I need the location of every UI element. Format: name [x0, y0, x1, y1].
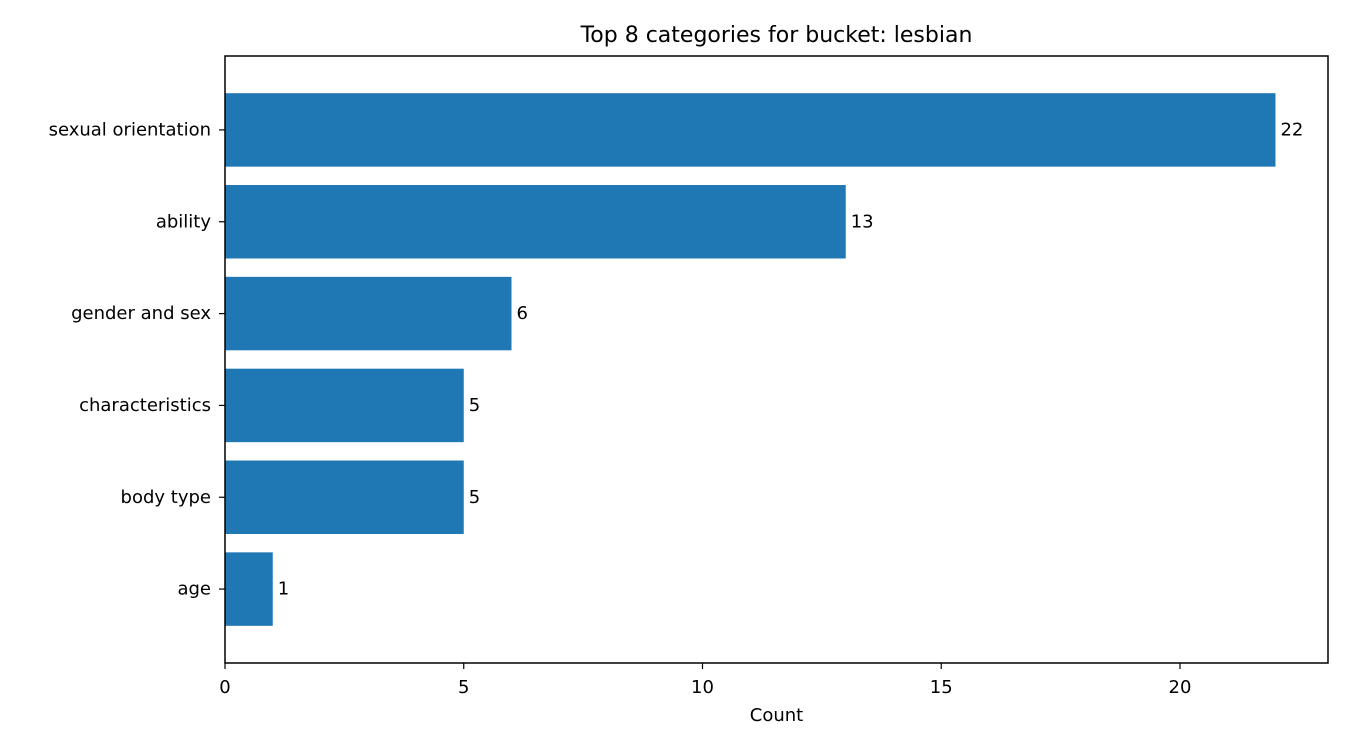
y-tick-label: body type	[121, 487, 211, 508]
chart-title: Top 8 categories for bucket: lesbian	[580, 23, 973, 48]
bar	[225, 185, 846, 259]
x-axis-label: Count	[750, 705, 803, 726]
data-label: 13	[851, 211, 874, 232]
bar	[225, 276, 512, 351]
x-axis: 0 5 10 15 20	[219, 663, 1191, 698]
x-tick-label: 10	[691, 677, 714, 698]
y-tick-label: age	[177, 579, 211, 600]
data-label: 5	[469, 395, 480, 416]
data-label: 1	[278, 579, 289, 600]
bar	[225, 460, 464, 534]
bars-layer: 22 13 6 5 5 1	[225, 93, 1303, 626]
bar	[225, 93, 1276, 167]
data-label: 5	[469, 487, 480, 508]
y-tick-label: ability	[156, 211, 212, 232]
y-tick-label: sexual orientation	[49, 119, 211, 140]
data-label: 22	[1280, 119, 1303, 140]
x-tick-label: 15	[930, 677, 953, 698]
data-label: 6	[516, 303, 527, 324]
y-tick-label: characteristics	[79, 395, 211, 416]
plot-frame	[224, 55, 1329, 664]
x-tick-label: 5	[458, 677, 469, 698]
y-tick-label: gender and sex	[71, 303, 211, 324]
y-axis: sexual orientation ability gender and sex c…	[49, 119, 225, 600]
bar	[225, 552, 273, 626]
x-tick-label: 20	[1169, 677, 1192, 698]
x-tick-label: 0	[219, 677, 230, 698]
bar	[225, 368, 464, 443]
